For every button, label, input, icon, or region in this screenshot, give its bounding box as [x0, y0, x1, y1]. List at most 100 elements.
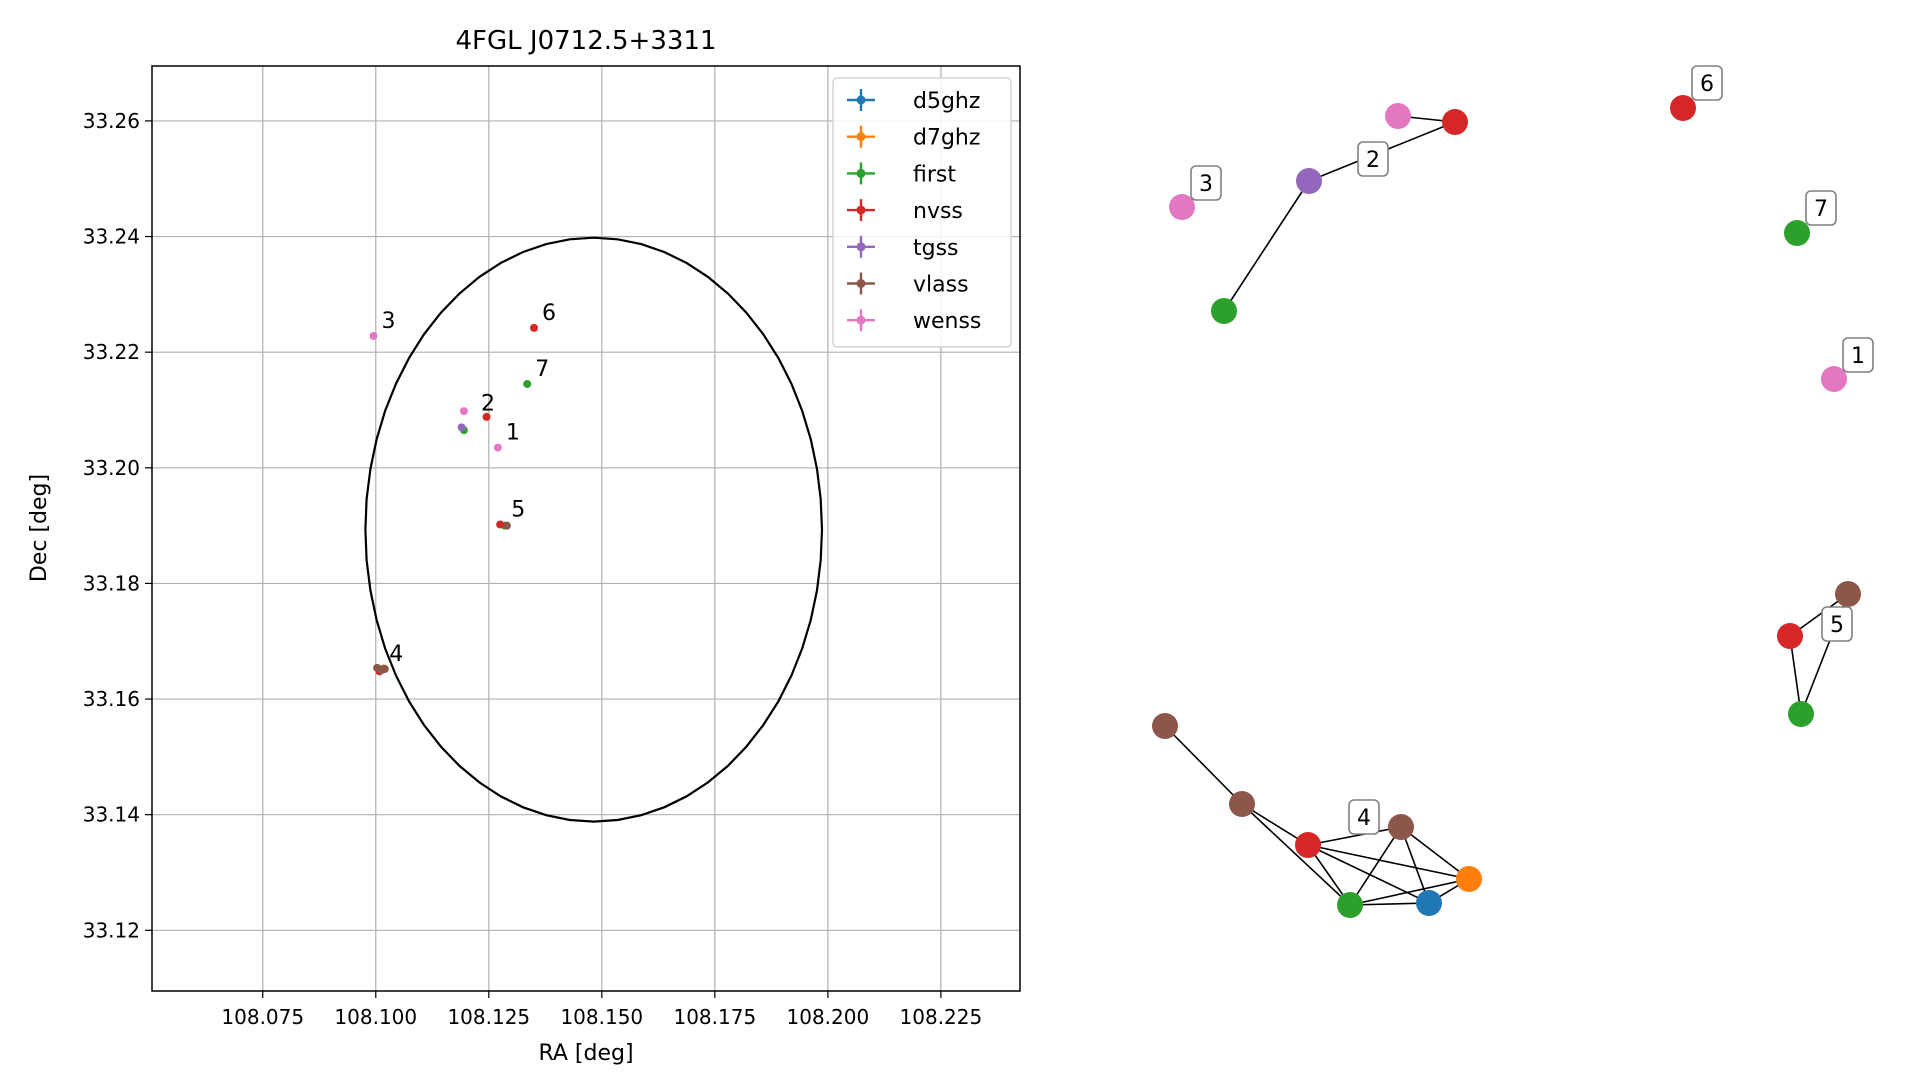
network-node: [1821, 366, 1847, 392]
x-tick-label: 108.225: [900, 1005, 983, 1029]
legend-marker: [856, 132, 866, 142]
legend-entry-first: first: [847, 162, 956, 187]
network-node: [1456, 866, 1482, 892]
legend-label: wenss: [913, 309, 981, 334]
legend-marker: [856, 242, 866, 252]
network-label-text: 4: [1357, 806, 1371, 831]
network-edge: [1349, 878, 1470, 906]
data-point-first: [523, 379, 532, 388]
network-node: [1788, 701, 1814, 727]
network-label-box: [1691, 65, 1723, 101]
network-group-label: 2: [1357, 141, 1389, 177]
point-annotation: 6: [542, 301, 556, 326]
x-tick-label: 108.125: [447, 1005, 530, 1029]
chart-title: 4FGL J0712.5+3311: [456, 26, 717, 56]
y-tick-label: 33.26: [83, 109, 140, 133]
network-node: [1442, 109, 1468, 135]
circle-layer: [364, 236, 824, 823]
x-tick-label: 108.200: [787, 1005, 870, 1029]
scatter-plot: 4FGL J0712.5+3311 12 3 4 5 6 7 108.075 108.100…: [27, 26, 1021, 1066]
legend-marker: [856, 205, 866, 215]
network-edge: [1307, 826, 1402, 846]
network-group-label: 5: [1821, 606, 1853, 642]
legend-label: vlass: [913, 273, 969, 298]
network-edge: [1400, 826, 1430, 904]
legend-label: d7ghz: [913, 126, 980, 151]
network-node: [1337, 892, 1363, 918]
x-axis-label: RA [deg]: [538, 1041, 633, 1066]
y-tick-label: 33.14: [83, 803, 140, 827]
legend-marker: [856, 95, 866, 105]
network-label-text: 3: [1199, 172, 1213, 197]
network-group-label: 6: [1691, 65, 1723, 101]
network-group-label: 3: [1190, 165, 1222, 201]
network-edge: [1223, 180, 1310, 312]
network-edge: [1241, 803, 1351, 906]
x-tick-label: 108.100: [334, 1005, 417, 1029]
data-point-wenss: [369, 331, 378, 340]
network-node: [1777, 623, 1803, 649]
network-graph: 1 2 3 4 5 6 7: [1152, 65, 1874, 918]
network-node: [1385, 103, 1411, 129]
annotation-layer: 12 3 4 5 6 7: [382, 301, 556, 667]
network-node: [1211, 298, 1237, 324]
y-tick-label: 33.22: [83, 340, 140, 364]
legend-label: d5ghz: [913, 89, 980, 114]
point-annotation: 7: [535, 357, 549, 382]
legend-entry-vlass: vlass: [847, 272, 969, 298]
axes-frame: [151, 65, 1021, 992]
legend-marker: [856, 168, 866, 178]
y-tick-label: 33.12: [83, 918, 140, 942]
legend-entry-tgss: tgss: [847, 235, 959, 261]
network-node: [1296, 168, 1322, 194]
network-edge: [1307, 844, 1470, 880]
legend-box: [832, 77, 1012, 348]
network-edge: [1349, 902, 1430, 906]
network-node: [1670, 95, 1696, 121]
legend-entry-d7ghz: d7ghz: [847, 125, 980, 151]
network-nodes: [1152, 95, 1861, 918]
network-label-box: [1821, 606, 1853, 642]
network-node: [1784, 220, 1810, 246]
network-edge: [1400, 826, 1470, 880]
network-label-box: [1190, 165, 1222, 201]
network-node: [1229, 791, 1255, 817]
network-edges: [1164, 115, 1849, 906]
network-label-text: 5: [1830, 613, 1844, 638]
data-point-tgss: [457, 423, 466, 432]
data-point-wenss: [493, 443, 502, 452]
network-label-box: [1842, 337, 1874, 373]
y-axis-ticks: 33.12 33.14 33.16 33.18 33.20 33.22 33.24 33.26: [83, 109, 152, 942]
network-labels: 1 2 3 4 5 6 7: [1190, 65, 1874, 835]
data-point-vlass: [502, 521, 511, 530]
point-annotation: 4: [389, 642, 403, 667]
data-point-nvss: [482, 412, 491, 421]
point-annotation: 2: [481, 392, 495, 417]
legend-label: first: [913, 162, 956, 187]
y-tick-label: 33.16: [83, 687, 140, 711]
network-group-label: 7: [1805, 190, 1837, 226]
legend-label: nvss: [913, 199, 963, 224]
network-label-box: [1348, 799, 1380, 835]
points-layer: [369, 323, 539, 676]
network-label-text: 1: [1851, 344, 1865, 369]
network-node: [1169, 194, 1195, 220]
x-axis-ticks: 108.075 108.100 108.125 108.150 108.175 108.2…: [221, 991, 982, 1029]
x-tick-label: 108.075: [221, 1005, 304, 1029]
network-edge: [1349, 826, 1402, 906]
data-point-nvss: [530, 323, 539, 332]
y-tick-label: 33.24: [83, 225, 140, 249]
network-label-text: 6: [1700, 72, 1714, 97]
point-annotation: 3: [382, 309, 396, 334]
network-label-text: 2: [1366, 148, 1380, 173]
data-point-vlass: [377, 666, 386, 675]
y-tick-label: 33.20: [83, 456, 140, 480]
point-annotation: 1: [506, 421, 520, 446]
network-edge: [1164, 725, 1243, 805]
network-node: [1416, 890, 1442, 916]
network-edge: [1789, 635, 1802, 715]
localization-circle: [364, 236, 824, 823]
data-point-nvss: [496, 520, 505, 529]
network-node: [1295, 832, 1321, 858]
